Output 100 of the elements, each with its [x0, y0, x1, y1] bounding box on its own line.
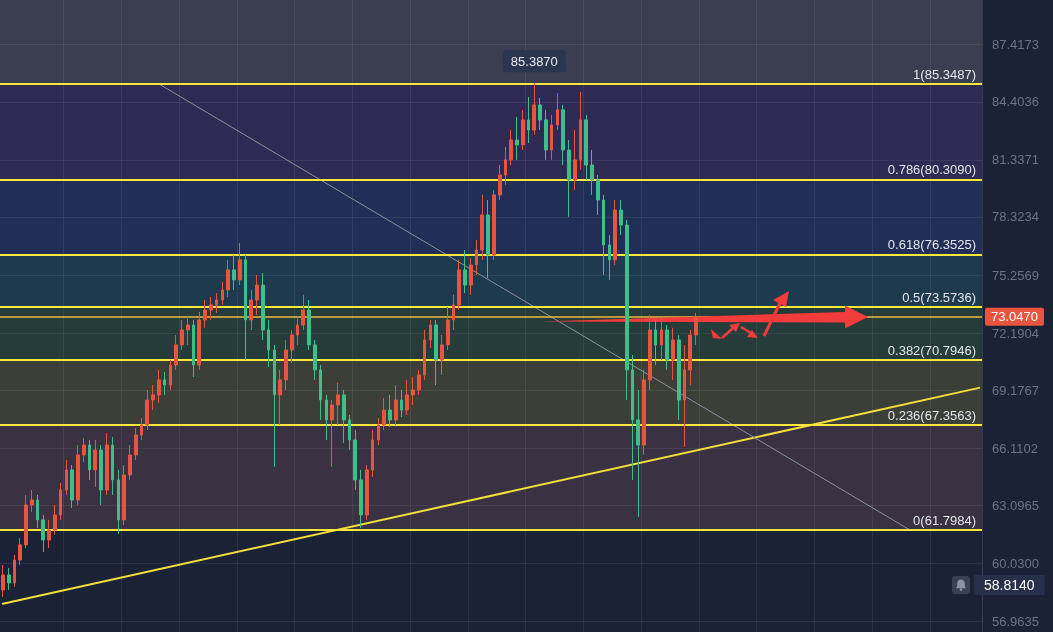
ref-line-label: 73.0470	[991, 309, 1038, 325]
candlestick	[434, 319, 438, 386]
candlestick	[7, 567, 11, 591]
candlestick	[290, 329, 294, 364]
candlestick	[671, 327, 675, 381]
candlestick	[665, 324, 669, 371]
candlestick	[163, 371, 166, 396]
candlestick	[82, 437, 86, 463]
candlestick	[273, 344, 276, 468]
candlestick	[648, 314, 652, 391]
candlestick	[619, 199, 623, 236]
candlestick	[688, 329, 692, 386]
candlestick	[325, 394, 328, 441]
candlestick	[538, 97, 542, 131]
candlestick	[180, 319, 184, 351]
y-tick-label: 81.3371	[992, 152, 1039, 168]
y-tick-label: 60.0300	[992, 555, 1039, 571]
candlestick	[59, 482, 62, 521]
candlestick	[348, 414, 351, 451]
candlestick	[394, 384, 398, 426]
candlestick	[683, 344, 686, 448]
candlestick	[1, 564, 5, 598]
candlestick	[694, 312, 698, 346]
candlestick	[660, 317, 663, 361]
candlestick	[145, 389, 149, 431]
candlestick	[613, 199, 617, 266]
candlestick	[336, 382, 340, 426]
y-tick-label: 72.1904	[992, 325, 1039, 341]
candlestick	[122, 464, 126, 526]
candlestick	[417, 369, 421, 396]
candlestick	[18, 537, 22, 566]
candlestick	[625, 219, 629, 401]
candlestick	[527, 96, 530, 144]
ref-line-label: 0(61.7984)	[913, 512, 976, 528]
ref-line-label: 0.236(67.3563)	[887, 407, 976, 423]
candlestick	[359, 469, 363, 529]
candlestick	[53, 504, 57, 536]
candlestick	[475, 239, 478, 276]
candlestick	[631, 354, 634, 481]
text: 58.8140	[984, 577, 1035, 593]
candlestick	[515, 116, 519, 161]
candlestick	[296, 316, 299, 346]
candlestick	[209, 296, 213, 321]
candlestick	[215, 292, 218, 314]
candlestick	[457, 259, 461, 311]
candlestick	[509, 129, 513, 166]
ref-line-label: 0.618(76.3525)	[887, 237, 976, 253]
ref-line-label: 1(85.3487)	[913, 66, 976, 82]
candlestick	[677, 334, 681, 421]
candlestick	[319, 364, 322, 421]
candlestick	[36, 494, 39, 529]
candlestick	[151, 384, 155, 411]
candlestick	[608, 234, 611, 281]
y-tick-label: 66.1102	[992, 440, 1039, 456]
candlestick	[140, 417, 143, 441]
ref-line-label: 0.5(73.5736)	[902, 290, 976, 305]
candlestick	[65, 459, 68, 496]
candlestick	[342, 389, 346, 444]
candlestick	[388, 394, 392, 428]
candlestick	[377, 417, 380, 446]
candlestick	[41, 514, 45, 553]
candlestick	[128, 444, 132, 481]
candlestick	[13, 554, 16, 588]
candlestick	[192, 319, 195, 378]
candlestick	[423, 329, 426, 381]
candlestick	[498, 164, 502, 201]
candlestick	[567, 139, 571, 218]
annotation: 85.3870	[510, 54, 558, 70]
candlestick	[30, 489, 34, 513]
candlestick	[221, 281, 224, 306]
candlestick	[353, 429, 357, 491]
candlestick	[169, 359, 172, 391]
candlestick	[561, 104, 565, 166]
candlestick	[405, 379, 409, 416]
candlestick	[232, 254, 236, 291]
candlestick	[636, 389, 640, 518]
candlestick	[226, 259, 230, 298]
candlestick	[278, 369, 282, 426]
candlestick	[556, 92, 559, 131]
candlestick	[573, 129, 577, 191]
candlestick	[504, 146, 507, 186]
candlestick	[596, 174, 600, 216]
candlestick	[197, 311, 201, 371]
candlestick	[313, 339, 317, 381]
candlestick	[117, 469, 120, 535]
ref-line-label: 0.382(70.7946)	[887, 342, 976, 358]
candlestick	[400, 389, 403, 418]
y-tick-label: 75.2569	[992, 267, 1039, 283]
candlestick	[301, 294, 305, 331]
candlestick	[255, 274, 259, 316]
candlestick	[411, 376, 415, 406]
candlestick	[284, 339, 288, 391]
candlestick	[480, 194, 484, 261]
candlestick	[249, 289, 253, 331]
candlestick	[24, 494, 28, 549]
candlestick	[550, 114, 553, 161]
candlestick	[76, 444, 80, 506]
candlestick	[174, 334, 178, 371]
candlestick	[544, 109, 548, 161]
y-tick-label: 69.1767	[992, 382, 1039, 398]
